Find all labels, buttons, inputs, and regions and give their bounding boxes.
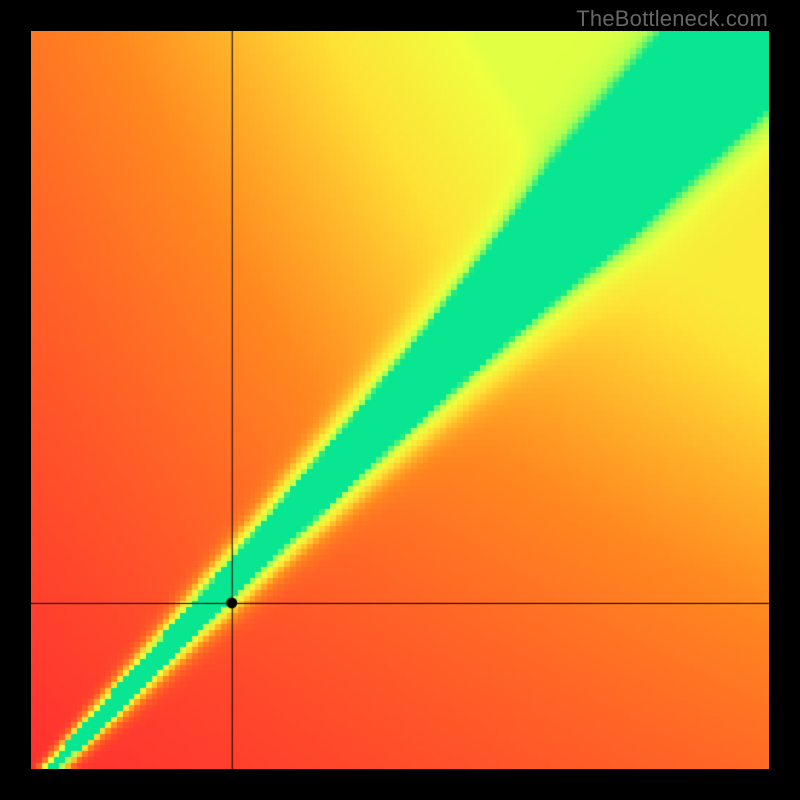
chart-frame: TheBottleneck.com (0, 0, 800, 800)
heatmap-plot (31, 31, 769, 769)
watermark-text: TheBottleneck.com (576, 6, 768, 32)
heatmap-canvas (31, 31, 769, 769)
